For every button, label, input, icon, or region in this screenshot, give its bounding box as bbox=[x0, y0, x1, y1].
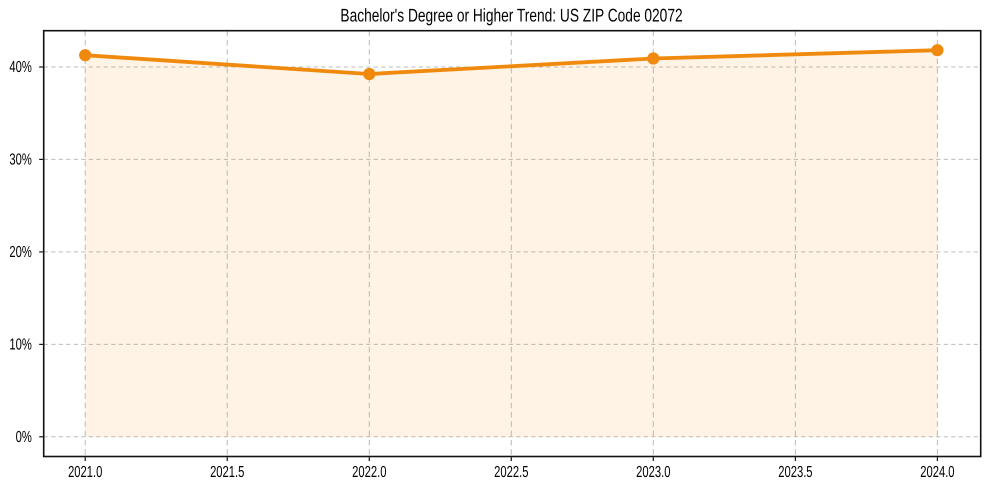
svg-text:2021.0: 2021.0 bbox=[68, 464, 102, 481]
svg-text:0%: 0% bbox=[16, 429, 32, 446]
svg-text:Bachelor's Degree or Higher Tr: Bachelor's Degree or Higher Trend: US ZI… bbox=[340, 4, 682, 25]
svg-text:2024.0: 2024.0 bbox=[920, 464, 954, 481]
svg-text:40%: 40% bbox=[9, 59, 31, 76]
svg-text:30%: 30% bbox=[9, 151, 31, 168]
svg-text:2023.5: 2023.5 bbox=[778, 464, 812, 481]
svg-text:10%: 10% bbox=[9, 336, 31, 353]
svg-text:2022.5: 2022.5 bbox=[494, 464, 528, 481]
svg-text:2021.5: 2021.5 bbox=[210, 464, 244, 481]
svg-text:2022.0: 2022.0 bbox=[352, 464, 386, 481]
svg-text:20%: 20% bbox=[9, 244, 31, 261]
svg-text:2023.0: 2023.0 bbox=[636, 464, 670, 481]
